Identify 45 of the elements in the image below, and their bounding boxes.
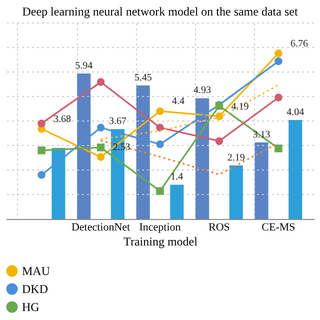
point [274, 50, 282, 58]
point [96, 153, 105, 161]
point [38, 146, 46, 154]
point [215, 112, 224, 120]
bar [229, 165, 243, 219]
data-label: 4.19 [231, 101, 249, 112]
x-axis-title: Training model [124, 234, 198, 248]
point [274, 57, 282, 66]
point [96, 144, 105, 152]
legend-label: MAU [22, 264, 50, 278]
data-label: 4.4 [172, 96, 184, 108]
point [274, 144, 282, 152]
data-label: 3.67 [108, 116, 126, 128]
data-label: 5.45 [134, 72, 152, 84]
chart-title: Deep learning neural network model on the same data set [22, 4, 298, 18]
data-label: 4.93 [194, 85, 212, 96]
bar [196, 98, 210, 219]
data-label: 3.68 [54, 114, 72, 125]
point [156, 187, 164, 195]
data-label: 5.94 [75, 60, 93, 72]
point [274, 94, 282, 102]
bar [170, 184, 184, 219]
x-tick-label: DetectionNet [71, 222, 130, 234]
point [156, 124, 164, 132]
x-tick-label: Inception [139, 222, 182, 234]
bar [136, 85, 150, 219]
x-tick-label: ROS [208, 222, 230, 234]
data-label: 2.19 [227, 152, 245, 164]
legend-label: DKD [22, 282, 48, 296]
data-label: 1.4 [170, 172, 184, 183]
bar [254, 142, 268, 219]
legend-label: HG [22, 300, 40, 314]
point [96, 124, 105, 132]
bar [77, 73, 91, 219]
data-label: 6.76 [290, 38, 308, 50]
point [156, 107, 164, 116]
bar [288, 120, 302, 219]
point [215, 137, 224, 145]
point [38, 120, 46, 128]
x-tick-label: CE-MS [262, 222, 296, 234]
bar [52, 148, 66, 219]
point [38, 171, 46, 179]
data-label: 4.04 [286, 107, 304, 118]
point [156, 140, 164, 148]
point [96, 78, 105, 86]
